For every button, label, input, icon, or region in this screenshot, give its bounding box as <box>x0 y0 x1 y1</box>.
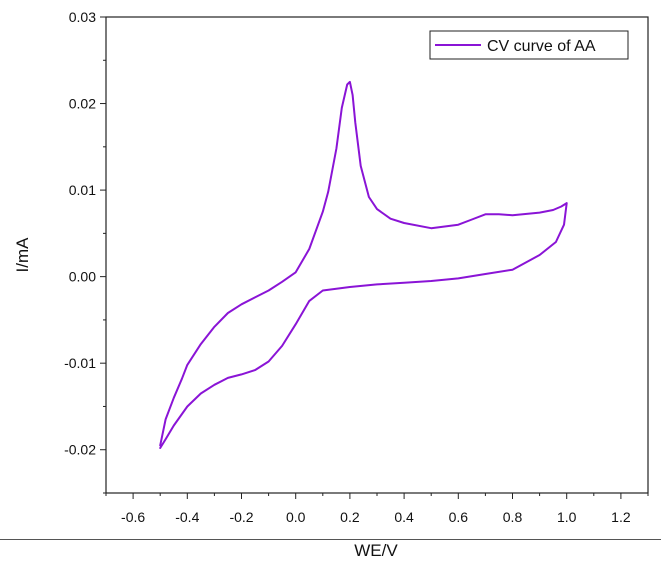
plot-frame <box>105 16 649 494</box>
series-line <box>159 80 568 449</box>
legend-label: CV curve of AA <box>487 38 596 55</box>
x-axis-label: WE/V <box>354 541 398 560</box>
plot-border <box>105 16 649 494</box>
x-tick-label: 0.0 <box>286 509 306 525</box>
x-tick-label: 1.0 <box>557 509 577 525</box>
bottom-rule <box>0 539 661 540</box>
series-layer <box>159 80 568 449</box>
y-tick-label: -0.01 <box>64 355 96 371</box>
x-axis-ticks: -0.6 -0.4 -0.2 0.0 0.2 0.4 0.6 0.8 1.0 1.2 <box>105 493 649 525</box>
x-tick-label: 1.2 <box>611 509 631 525</box>
x-tick-label: -0.2 <box>229 509 253 525</box>
x-tick-label: 0.2 <box>340 509 360 525</box>
x-tick-label: -0.6 <box>121 509 145 525</box>
y-axis-label: I/mA <box>13 237 32 273</box>
x-tick-label: -0.4 <box>175 509 199 525</box>
y-axis-ticks: 0.03 0.02 0.01 0.00 -0.01 -0.02 <box>64 9 106 494</box>
x-tick-label: 0.6 <box>449 509 469 525</box>
legend: CV curve of AA <box>429 30 629 60</box>
y-tick-label: 0.03 <box>69 9 96 25</box>
x-tick-label: 0.4 <box>394 509 414 525</box>
y-tick-label: 0.00 <box>69 269 96 285</box>
y-tick-label: -0.02 <box>64 442 96 458</box>
y-tick-label: 0.02 <box>69 96 96 112</box>
y-tick-label: 0.01 <box>69 182 96 198</box>
x-tick-label: 0.8 <box>503 509 523 525</box>
